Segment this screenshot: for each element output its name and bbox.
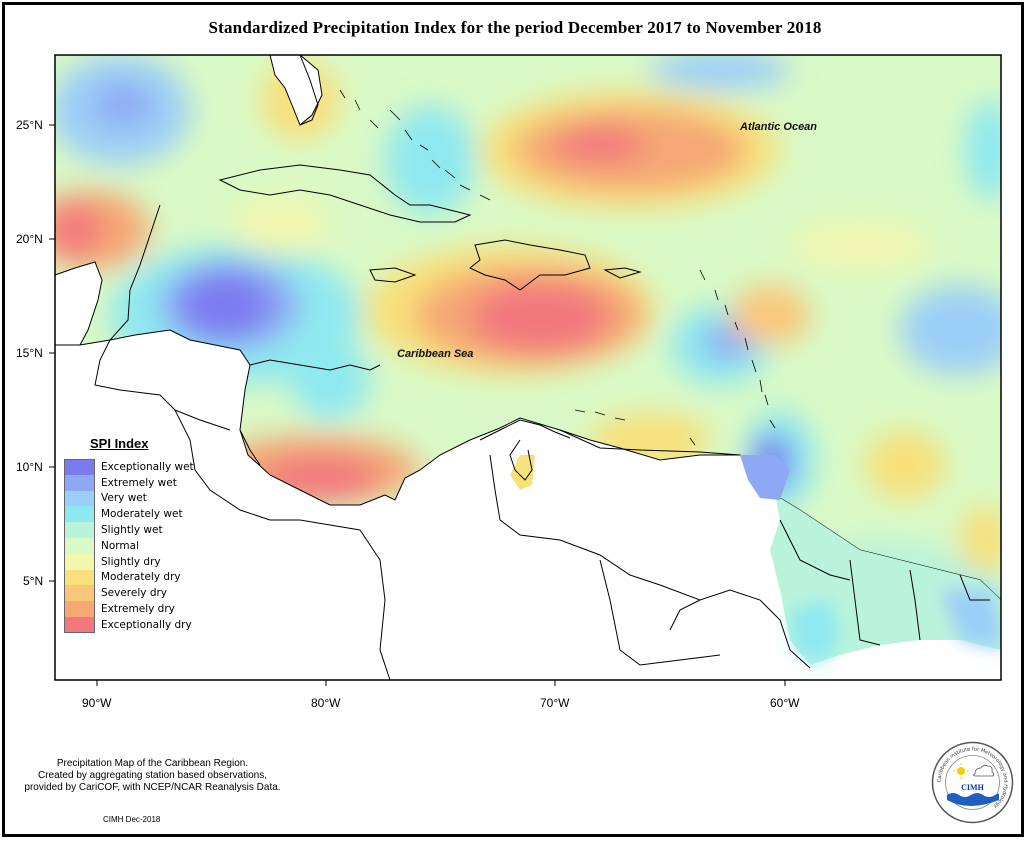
legend-item: Extremely dry — [64, 601, 194, 617]
legend-swatch — [64, 474, 95, 491]
legend-item: Very wet — [64, 490, 194, 507]
logo-text: CIMH — [961, 783, 984, 792]
guiana-field — [510, 455, 1001, 665]
islands — [339, 89, 776, 446]
longitude-labels: 90°W 80°W 70°W 60°W — [82, 696, 800, 710]
lat-label-10: 10°N — [16, 460, 43, 474]
latitude-labels: 25°N 20°N 15°N 10°N 5°N — [16, 118, 43, 588]
caribbean-sea-label: Caribbean Sea — [397, 348, 473, 360]
axis-ticks — [49, 124, 786, 686]
legend-rows: Exceptionally wet Extremely wet Very wet Mo… — [64, 459, 194, 633]
legend-swatch — [64, 601, 95, 617]
map-caption: Precipitation Map of the Caribbean Regio… — [10, 758, 295, 794]
legend-item: Extremely wet — [64, 474, 194, 491]
land-mask — [54, 54, 1002, 681]
lat-label-20: 20°N — [16, 232, 43, 246]
sun-icon — [957, 767, 965, 775]
legend-swatch — [64, 522, 95, 538]
lat-label-15: 15°N — [16, 346, 43, 360]
cloud-icon — [973, 764, 995, 777]
spi-legend: SPI Index Exceptionally wet Extremely wet… — [64, 436, 194, 633]
legend-swatch — [64, 585, 95, 602]
lon-label-90: 90°W — [82, 696, 112, 710]
caption-line-3: provided by CariCOF, with NCEP/NCAR Rean… — [24, 782, 281, 793]
coastlines — [94, 54, 990, 681]
legend-title: SPI Index — [90, 436, 149, 451]
legend-item: Moderately wet — [64, 506, 194, 523]
legend-label: Very wet — [101, 492, 147, 505]
legend-label: Exceptionally dry — [101, 618, 192, 631]
wave-icon — [947, 793, 999, 806]
legend-label: Moderately wet — [101, 508, 183, 521]
cimh-logo: Caribbean Institute for Meteorology and … — [931, 741, 1014, 824]
legend-label: Exceptionally wet — [101, 460, 194, 473]
caption-line-2: Created by aggregating station based obs… — [37, 770, 268, 781]
legend-item: Exceptionally dry — [64, 616, 194, 633]
legend-swatch — [64, 569, 95, 586]
legend-item: Slightly dry — [64, 553, 194, 570]
legend-label: Extremely wet — [101, 476, 177, 489]
legend-label: Normal — [101, 539, 139, 552]
atlantic-ocean-label: Atlantic Ocean — [739, 121, 817, 133]
credit-text: CIMH Dec-2018 — [103, 815, 161, 824]
legend-label: Slightly dry — [101, 555, 161, 568]
legend-label: Moderately dry — [101, 571, 181, 584]
legend-item: Moderately dry — [64, 569, 194, 586]
legend-swatch — [64, 553, 95, 570]
legend-swatch — [64, 490, 95, 507]
legend-swatch — [64, 537, 95, 554]
legend-swatch — [64, 506, 95, 523]
legend-item: Normal — [64, 537, 194, 554]
legend-swatch — [64, 616, 95, 633]
legend-item: Exceptionally wet — [64, 459, 194, 475]
map-title: Standardized Precipitation Index for the… — [208, 18, 822, 37]
map-border — [54, 54, 1002, 681]
legend-item: Severely dry — [64, 585, 194, 602]
legend-swatch — [64, 459, 95, 475]
caption-line-1: Precipitation Map of the Caribbean Regio… — [56, 758, 249, 769]
legend-item: Slightly wet — [64, 522, 194, 538]
lat-label-25: 25°N — [16, 118, 43, 132]
lon-label-60: 60°W — [770, 696, 800, 710]
lon-label-70: 70°W — [540, 696, 570, 710]
lon-label-80: 80°W — [311, 696, 341, 710]
lat-label-5: 5°N — [23, 574, 43, 588]
legend-label: Slightly wet — [101, 524, 163, 537]
legend-label: Extremely dry — [101, 603, 175, 616]
legend-label: Severely dry — [101, 587, 168, 600]
